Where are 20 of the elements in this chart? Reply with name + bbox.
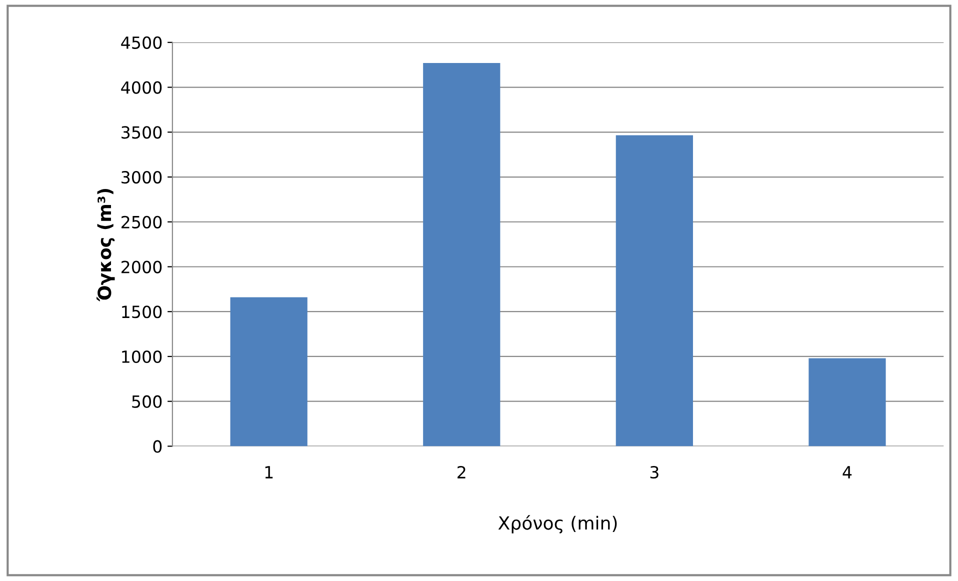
y-tick-label: 2000 [122, 260, 162, 274]
y-axis-title: Όγκος (m³) [96, 188, 115, 302]
bar [230, 297, 308, 446]
x-axis-title: Χρόνος (min) [498, 515, 617, 534]
y-tick-label: 3500 [122, 126, 162, 139]
x-tick-label: 2 [458, 466, 466, 478]
y-tick-label: 4000 [121, 81, 162, 94]
y-tick-label: 500 [132, 395, 162, 408]
bar [808, 358, 886, 446]
y-tick-label: 1500 [122, 306, 162, 318]
y-tick-label: 4500 [121, 36, 162, 49]
y-tick-label: 1000 [122, 350, 162, 364]
y-tick-label: 2500 [122, 216, 162, 228]
y-tick-label: 3000 [122, 170, 162, 184]
x-tick-label: 1 [265, 466, 273, 478]
x-tick-label: 4 [842, 466, 852, 478]
y-tick-label: 0 [153, 440, 162, 453]
bar [616, 135, 693, 446]
bar [423, 63, 500, 446]
x-tick-label: 3 [650, 466, 658, 479]
